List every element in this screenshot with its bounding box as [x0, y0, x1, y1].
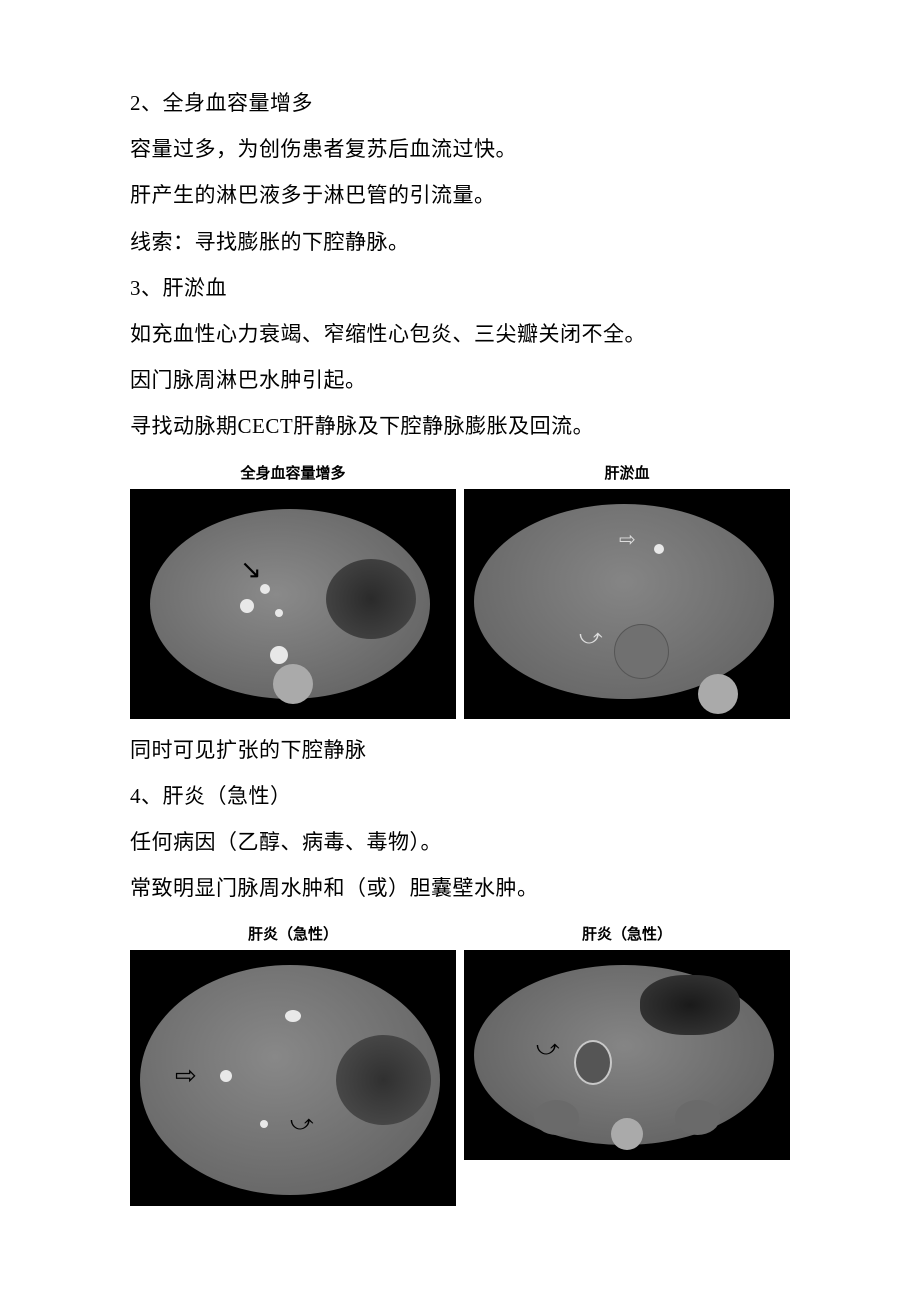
arrow-icon: ⤻ [536, 1035, 560, 1061]
figure-1-left-caption: 全身血容量增多 [240, 462, 345, 483]
arrow-icon: ⤻ [290, 1110, 314, 1136]
arrow-icon: ⤻ [579, 624, 603, 650]
section-4-line-2: 常致明显门脉周水肿和（或）胆囊壁水肿。 [130, 865, 790, 911]
section-2-line-3: 线索：寻找膨胀的下腔静脉。 [130, 219, 790, 265]
section-2-line-2: 肝产生的淋巴液多于淋巴管的引流量。 [130, 172, 790, 218]
after-figure-1-note: 同时可见扩张的下腔静脉 [130, 727, 790, 773]
section-2-line-1: 容量过多，为创伤患者复苏后血流过快。 [130, 126, 790, 172]
figure-row-2: 肝炎（急性） ⇨ ⤻ 肝炎（急性） ⤻ [130, 923, 790, 1206]
figure-row-1: 全身血容量增多 ↘ 肝淤血 ⇨ ⤻ [130, 462, 790, 719]
arrow-icon: ⇨ [619, 527, 636, 552]
ct-scan-hypervolemia: ↘ [130, 489, 456, 719]
figure-1-left: 全身血容量增多 ↘ [130, 462, 456, 719]
figure-2-left: 肝炎（急性） ⇨ ⤻ [130, 923, 456, 1206]
ct-scan-congestion: ⇨ ⤻ [464, 489, 790, 719]
figure-2-right-caption: 肝炎（急性） [582, 923, 672, 944]
section-4-line-1: 任何病因（乙醇、病毒、毒物）。 [130, 819, 790, 865]
figure-1-right-caption: 肝淤血 [604, 462, 649, 483]
arrow-icon: ⇨ [175, 1060, 197, 1091]
section-2-title: 2、全身血容量增多 [130, 80, 790, 126]
ct-scan-hepatitis-2: ⤻ [464, 950, 790, 1160]
section-3-line-2: 因门脉周淋巴水肿引起。 [130, 357, 790, 403]
arrow-icon: ↘ [240, 554, 262, 585]
ct-scan-hepatitis-1: ⇨ ⤻ [130, 950, 456, 1206]
section-3-title: 3、肝淤血 [130, 265, 790, 311]
section-4-title: 4、肝炎（急性） [130, 773, 790, 819]
section-3-line-1: 如充血性心力衰竭、窄缩性心包炎、三尖瓣关闭不全。 [130, 311, 790, 357]
figure-2-right: 肝炎（急性） ⤻ [464, 923, 790, 1206]
section-3-line-3: 寻找动脉期CECT肝静脉及下腔静脉膨胀及回流。 [130, 403, 790, 449]
figure-2-left-caption: 肝炎（急性） [248, 923, 338, 944]
figure-1-right: 肝淤血 ⇨ ⤻ [464, 462, 790, 719]
